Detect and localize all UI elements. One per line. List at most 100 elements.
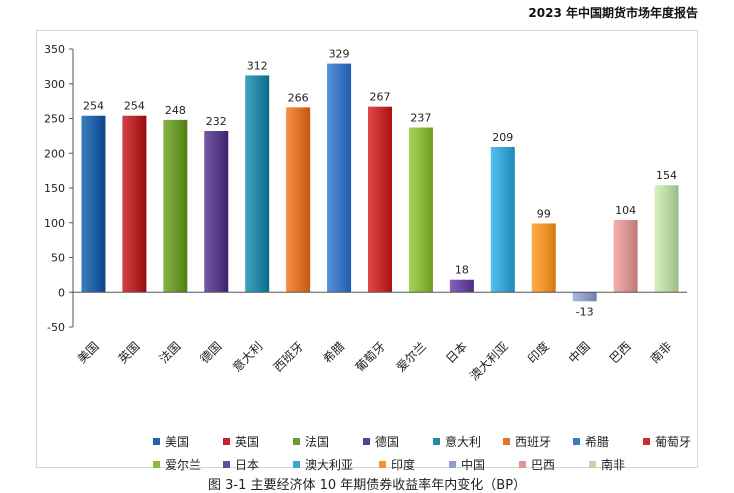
data-label: 99	[537, 207, 551, 220]
legend-item: 美国	[153, 433, 217, 450]
y-tick-label: 300	[44, 78, 65, 91]
legend-item: 日本	[223, 456, 287, 473]
x-tick-label: 葡萄牙	[353, 339, 388, 374]
figure-caption: 图 3-1 主要经济体 10 年期债券收益率年内变化（BP）	[207, 478, 527, 493]
legend-swatch	[433, 438, 440, 445]
data-label: 329	[329, 48, 350, 61]
y-tick-label: 0	[58, 286, 65, 299]
legend-label: 西班牙	[515, 435, 552, 449]
report-header-title: 2023 年中国期货市场年度报告	[528, 6, 698, 20]
legend-label: 澳大利亚	[305, 458, 354, 472]
legend-label: 南非	[601, 458, 626, 472]
bar-巴西	[613, 219, 638, 293]
x-tick-label: 中国	[565, 339, 593, 367]
x-tick-label: 德国	[197, 339, 225, 367]
legend-swatch	[293, 438, 300, 445]
legend-item: 英国	[223, 433, 287, 450]
legend-label: 英国	[235, 435, 260, 449]
data-label: 312	[247, 59, 268, 72]
y-tick-label: -50	[47, 321, 65, 334]
legend-label: 中国	[461, 458, 486, 472]
x-tick-label: 澳大利亚	[467, 339, 511, 383]
legend-swatch	[589, 461, 596, 468]
x-tick-label: 西班牙	[271, 339, 306, 374]
y-tick-label: 250	[44, 113, 65, 126]
bar-德国	[204, 131, 229, 293]
legend-item: 印度	[379, 456, 443, 473]
chart-frame: -50 0 50 100 150 200 250 300 350 254 254 248 232 312…	[36, 30, 698, 472]
bar-南非	[654, 185, 679, 293]
x-tick-label: 巴西	[607, 339, 634, 366]
x-tick-label: 日本	[443, 339, 470, 366]
legend-label: 意大利	[445, 435, 482, 449]
x-tick-label: 英国	[116, 339, 143, 366]
legend-item: 意大利	[433, 433, 497, 450]
bar-西班牙	[286, 107, 311, 293]
legend-item: 西班牙	[503, 433, 567, 450]
legend-swatch	[223, 461, 230, 468]
y-tick-label: 150	[44, 182, 65, 195]
y-tick-label: 100	[44, 217, 65, 230]
legend-label: 印度	[391, 458, 416, 472]
legend-swatch	[519, 461, 526, 468]
legend-label: 美国	[165, 435, 190, 449]
data-label: 209	[492, 131, 513, 144]
legend-swatch	[379, 461, 386, 468]
data-label: 154	[656, 169, 677, 182]
data-label: 237	[410, 112, 431, 125]
data-label: 254	[83, 100, 104, 113]
legend-label: 巴西	[531, 458, 556, 472]
legend-swatch	[293, 461, 300, 468]
legend-swatch	[643, 438, 650, 445]
legend-item: 法国	[293, 433, 357, 450]
bar-希腊	[327, 63, 352, 293]
x-tick-label: 希腊	[320, 339, 348, 367]
data-label: 266	[288, 91, 309, 104]
bar-美国	[81, 115, 106, 293]
legend-item: 葡萄牙	[643, 433, 707, 450]
bar-中国	[572, 292, 597, 302]
bar-英国	[122, 115, 147, 293]
data-label: 267	[370, 91, 391, 104]
bar-法国	[163, 119, 188, 293]
bar-意大利	[245, 75, 270, 293]
x-tick-label: 爱尔兰	[393, 339, 429, 375]
legend-label: 德国	[375, 435, 400, 449]
legend-label: 爱尔兰	[165, 458, 202, 472]
y-tick-label: 200	[44, 147, 65, 160]
data-label: 248	[165, 104, 186, 117]
x-tick-label: 法国	[157, 339, 184, 366]
bar-爱尔兰	[408, 127, 433, 293]
bar-印度	[531, 223, 556, 293]
legend-swatch	[573, 438, 580, 445]
legend-label: 法国	[305, 435, 330, 449]
chart-legend: 美国 英国 法国 德国 意大利 西班牙 希腊 葡萄牙爱尔兰 日本 澳大利亚 印度 中国 巴西 南非	[153, 433, 713, 473]
bar-chart: -50 0 50 100 150 200 250 300 350 254 254 248 232 312…	[44, 43, 687, 383]
legend-swatch	[153, 461, 160, 468]
legend-label: 希腊	[585, 435, 610, 449]
legend-item: 爱尔兰	[153, 456, 217, 473]
bar-澳大利亚	[490, 146, 515, 293]
x-tick-label: 意大利	[229, 339, 265, 375]
y-tick-label: 350	[44, 43, 65, 56]
x-tick-label: 印度	[524, 339, 552, 367]
data-label: 232	[206, 115, 227, 128]
legend-swatch	[223, 438, 230, 445]
bar-日本	[449, 279, 474, 293]
x-tick-label: 美国	[75, 339, 102, 366]
legend-swatch	[503, 438, 510, 445]
legend-swatch	[153, 438, 160, 445]
data-label: 254	[124, 100, 145, 113]
legend-swatch	[363, 438, 370, 445]
legend-item: 德国	[363, 433, 427, 450]
legend-item: 巴西	[519, 456, 583, 473]
legend-item: 中国	[449, 456, 513, 473]
legend-swatch	[449, 461, 456, 468]
legend-item: 希腊	[573, 433, 637, 450]
bar-葡萄牙	[368, 106, 392, 293]
data-label: -13	[576, 305, 594, 318]
y-tick-label: 50	[51, 252, 65, 265]
data-label: 18	[455, 264, 469, 277]
legend-label: 葡萄牙	[655, 435, 692, 449]
data-label: 104	[615, 204, 636, 217]
